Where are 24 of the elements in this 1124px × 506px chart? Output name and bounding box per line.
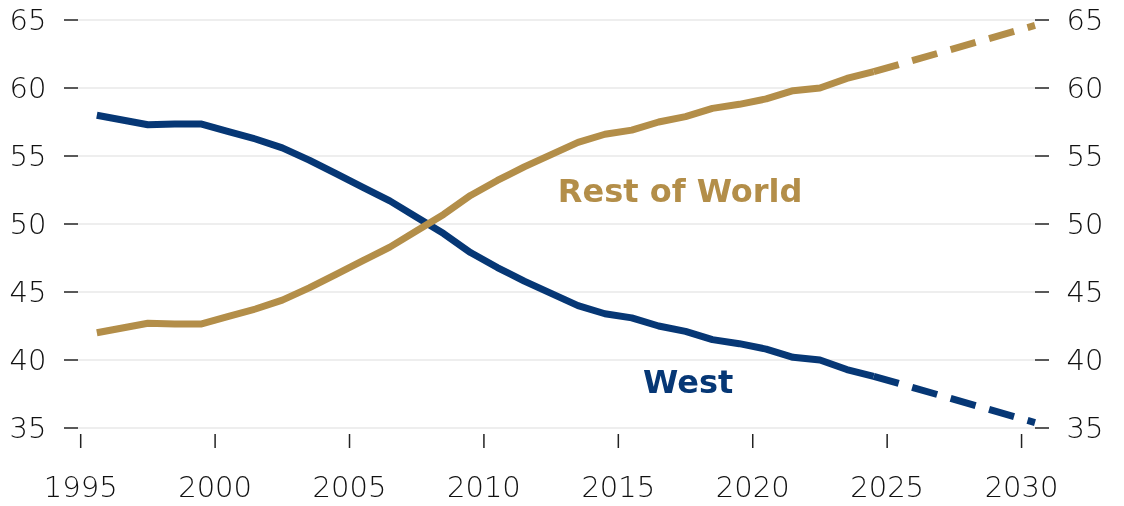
x-tick-label: 2030 (984, 470, 1059, 504)
y2-tick-label: 50 (1066, 207, 1104, 241)
y-tick-label: 35 (9, 411, 47, 445)
x-tick-label: 1995 (43, 470, 118, 504)
y2-tick-label: 55 (1066, 139, 1104, 173)
y2-tick-label: 60 (1066, 71, 1104, 105)
y-tick-label: 55 (9, 139, 47, 173)
x-tick-label: 2025 (850, 470, 925, 504)
y-tick-label: 50 (9, 207, 47, 241)
y-tick-label: 45 (9, 275, 47, 309)
y-tick-label: 65 (9, 3, 47, 37)
x-tick-label: 2020 (715, 470, 790, 504)
x-tick-label: 2010 (447, 470, 521, 504)
series-label: West (643, 362, 734, 401)
series-label: Rest of World (557, 172, 803, 211)
x-tick-label: 2015 (581, 470, 656, 504)
y2-tick-label: 65 (1066, 3, 1104, 37)
x-tick-label: 2005 (312, 470, 387, 504)
y2-tick-label: 35 (1066, 411, 1104, 445)
x-tick-label: 2000 (178, 470, 252, 504)
y2-tick-label: 40 (1066, 343, 1104, 377)
y2-tick-label: 45 (1066, 275, 1104, 309)
y-tick-label: 40 (9, 343, 47, 377)
y-tick-label: 60 (9, 71, 47, 105)
